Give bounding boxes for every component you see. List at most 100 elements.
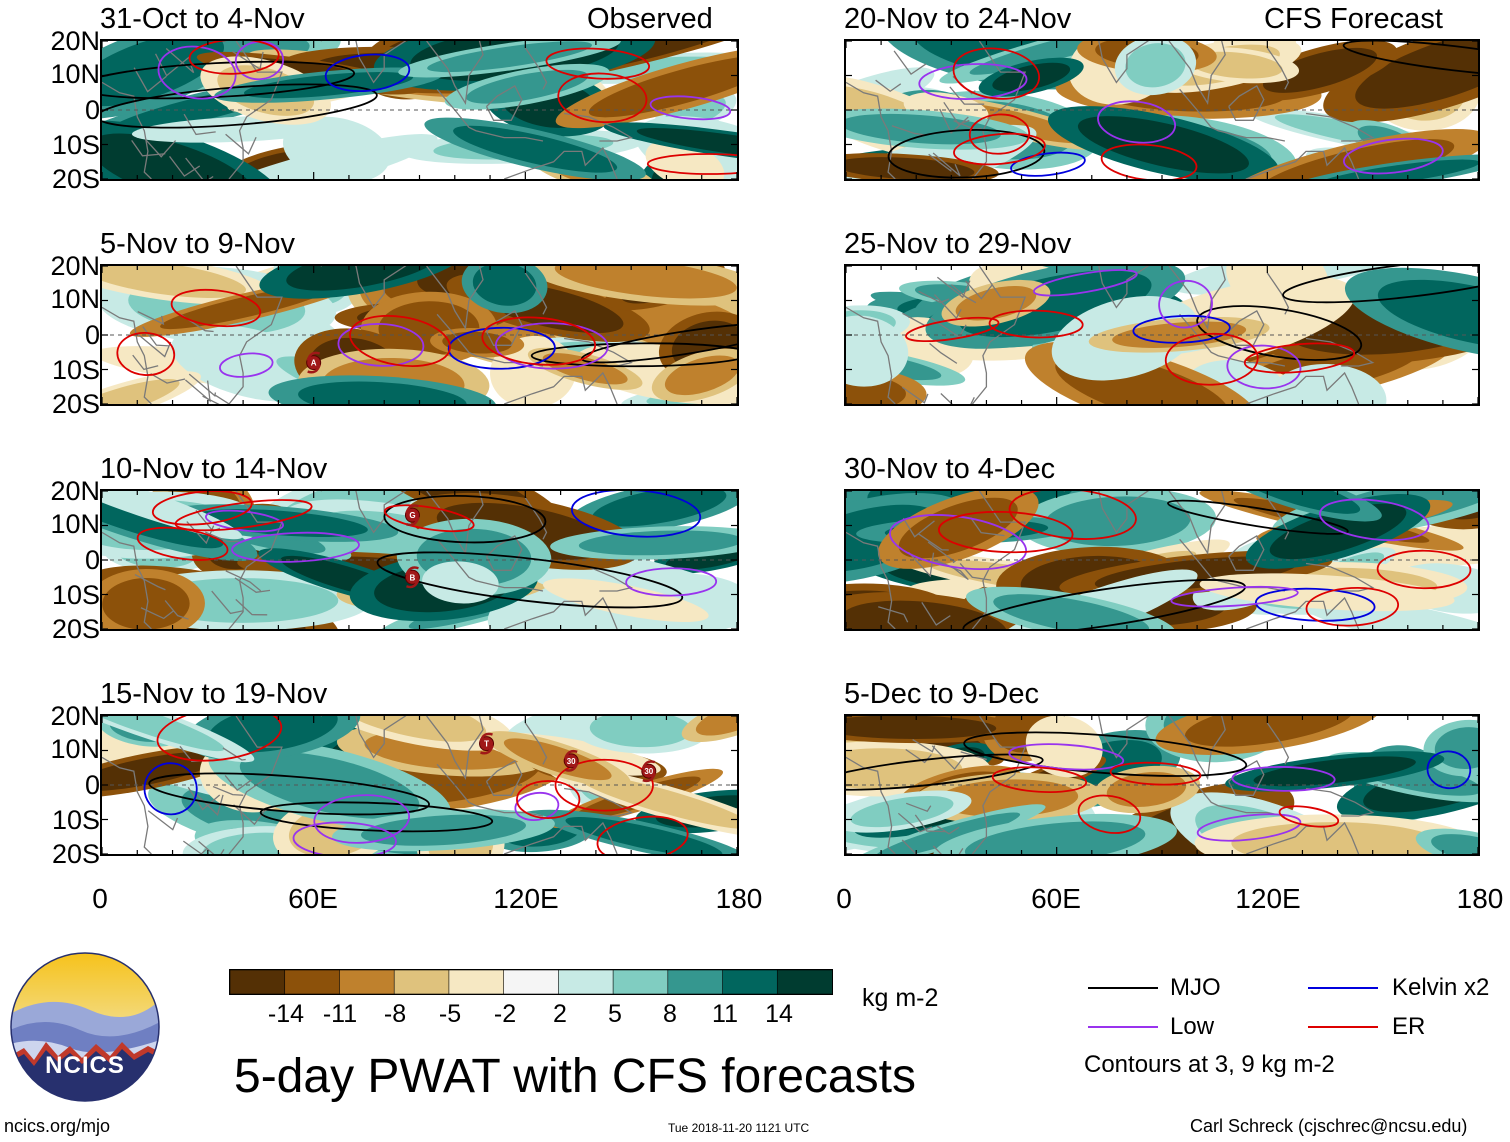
- contour-er: [1100, 143, 1198, 179]
- lon-tick: 120E: [1235, 883, 1301, 914]
- border: [932, 845, 964, 854]
- contour-er: [516, 780, 581, 820]
- anomaly-field: [102, 266, 737, 404]
- filter-contours: [887, 41, 1478, 179]
- lat-tick: 0: [84, 770, 100, 800]
- coastline: [1246, 371, 1360, 404]
- lon-tick: 0: [92, 883, 108, 914]
- tick-marks: [102, 491, 737, 629]
- contour-mjo: [1167, 499, 1349, 535]
- border: [137, 311, 165, 326]
- border: [893, 50, 927, 75]
- lat-tick: 20S: [51, 389, 100, 419]
- border: [194, 792, 224, 816]
- map-panel-7: [844, 489, 1480, 631]
- anomaly-field: [846, 716, 1478, 854]
- border: [225, 570, 262, 592]
- contour-low: [625, 567, 718, 597]
- coastline: [426, 41, 484, 106]
- border: [950, 284, 977, 304]
- border: [970, 517, 1005, 537]
- filter-contours: [889, 491, 1472, 629]
- lat-tick: 0: [84, 545, 100, 575]
- contour-er: [988, 309, 1084, 339]
- coastline: [320, 41, 407, 84]
- coastline: [102, 756, 152, 854]
- anomaly-blob: [1431, 834, 1478, 854]
- border: [131, 140, 166, 157]
- storm-label: G: [409, 511, 415, 520]
- contour-low: [918, 63, 1028, 100]
- anomaly-blob: [1239, 266, 1316, 307]
- contour-mjo: [148, 772, 430, 816]
- coastline: [503, 821, 618, 854]
- figure-title: 5-day PWAT with CFS forecasts: [234, 1050, 916, 1103]
- contour-er: [937, 510, 1074, 554]
- colorbar-label: -14: [267, 1000, 305, 1028]
- lat-tick: 10S: [51, 130, 100, 160]
- anomaly-blob: [208, 716, 338, 753]
- border: [965, 280, 993, 300]
- coastline: [228, 41, 283, 179]
- lat-tick: 10S: [51, 355, 100, 385]
- border: [905, 748, 932, 764]
- contour-mjo: [530, 342, 737, 368]
- colorbar-swatch: [339, 969, 395, 995]
- coastline: [564, 787, 633, 817]
- anomaly-blob: [333, 716, 487, 742]
- map-panel-8: [844, 714, 1480, 856]
- contour-er: [136, 526, 229, 561]
- storm-marker: G: [404, 504, 420, 527]
- border: [140, 607, 175, 620]
- website-link[interactable]: ncics.org/mjo: [4, 1116, 111, 1136]
- coastline: [228, 716, 283, 854]
- observed-label: Observed: [587, 3, 713, 35]
- contour-er: [1164, 332, 1259, 386]
- contour-low: [1008, 743, 1125, 771]
- contour-er: [968, 113, 1031, 155]
- coastline: [846, 306, 896, 404]
- anomaly-blob: [503, 738, 612, 781]
- colorbar-label: 14: [765, 1000, 793, 1028]
- anomaly-blob: [1253, 756, 1416, 787]
- border: [929, 342, 958, 364]
- coastline: [1305, 112, 1375, 142]
- coastline: [503, 146, 618, 179]
- filter-contours: [846, 731, 1472, 842]
- border: [936, 825, 960, 835]
- contour-low: [1343, 137, 1444, 175]
- colorbar-swatch: [558, 969, 614, 995]
- anomaly-blob: [542, 353, 628, 385]
- tick-marks: [846, 716, 1478, 854]
- lon-tick: 60E: [1031, 883, 1081, 914]
- lat-tick: 20S: [51, 164, 100, 194]
- anomaly-blob: [453, 125, 618, 173]
- contour-er: [596, 815, 689, 854]
- border: [875, 79, 902, 93]
- coastline: [1305, 787, 1375, 817]
- anomaly-blob: [576, 774, 737, 829]
- lat-tick: 10N: [50, 284, 100, 314]
- border: [918, 533, 949, 551]
- contour-mjo: [102, 83, 378, 129]
- contour-low: [514, 791, 560, 821]
- border: [187, 786, 221, 811]
- anomaly-blob: [102, 751, 222, 792]
- coastline: [1063, 716, 1149, 759]
- colorbar-swatch: [448, 969, 505, 995]
- anomaly-blob: [102, 133, 256, 179]
- colorbar-label: -8: [383, 1000, 407, 1028]
- coastline: [102, 306, 152, 404]
- border: [233, 804, 268, 826]
- coastline: [485, 534, 523, 571]
- panel-1-title: 31-Oct to 4-Nov: [100, 3, 305, 35]
- coastline: [524, 47, 548, 90]
- coastlines: [846, 266, 1375, 404]
- border: [234, 577, 271, 593]
- colorbar-label: 8: [663, 1000, 677, 1028]
- anomaly-blob: [102, 379, 180, 404]
- contour-low: [1231, 766, 1336, 792]
- colorbar-unit: kg m-2: [862, 984, 939, 1012]
- contour-mjo: [1342, 41, 1478, 77]
